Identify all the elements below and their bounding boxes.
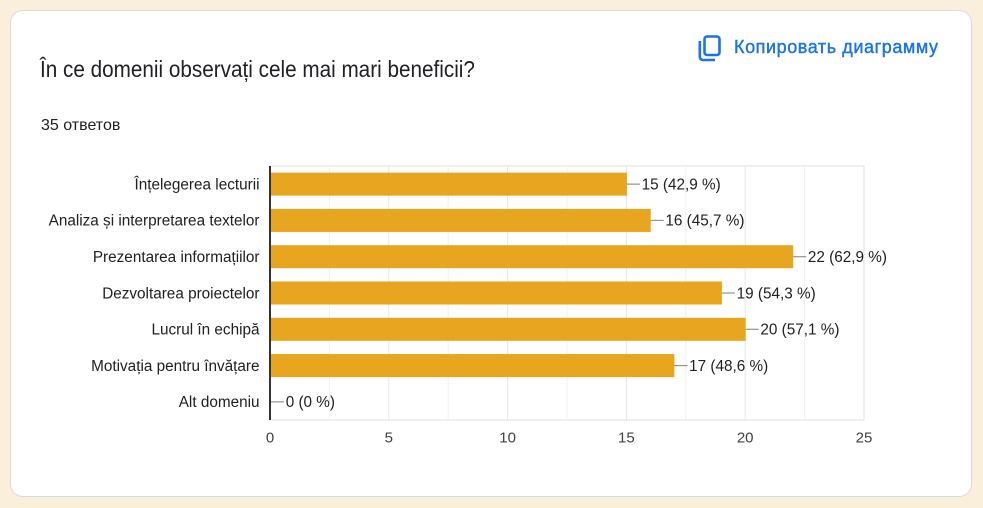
svg-text:15: 15 — [618, 430, 635, 447]
svg-text:Înțelegerea lecturii: Înțelegerea lecturii — [134, 176, 260, 193]
svg-text:5: 5 — [385, 430, 393, 447]
svg-text:20 (57,1 %): 20 (57,1 %) — [760, 322, 839, 339]
svg-text:10: 10 — [499, 430, 516, 447]
svg-text:16 (45,7 %): 16 (45,7 %) — [665, 213, 744, 230]
svg-text:Motivația pentru învățare: Motivația pentru învățare — [91, 358, 259, 375]
svg-text:15 (42,9 %): 15 (42,9 %) — [642, 176, 721, 193]
svg-text:17 (48,6 %): 17 (48,6 %) — [689, 358, 768, 375]
svg-text:Prezentarea informațiilor: Prezentarea informațiilor — [93, 249, 260, 266]
svg-text:0 (0 %): 0 (0 %) — [286, 394, 335, 411]
svg-text:19 (54,3 %): 19 (54,3 %) — [737, 285, 816, 302]
svg-text:20: 20 — [737, 430, 754, 447]
svg-text:22 (62,9 %): 22 (62,9 %) — [808, 249, 887, 266]
svg-text:0: 0 — [266, 430, 274, 447]
svg-text:Lucrul în echipă: Lucrul în echipă — [152, 322, 260, 339]
svg-text:25: 25 — [856, 430, 873, 447]
svg-text:Dezvoltarea proiectelor: Dezvoltarea proiectelor — [102, 285, 259, 302]
svg-text:Analiza și interpretarea texte: Analiza și interpretarea textelor — [49, 213, 260, 230]
svg-text:Alt domeniu: Alt domeniu — [179, 394, 260, 411]
